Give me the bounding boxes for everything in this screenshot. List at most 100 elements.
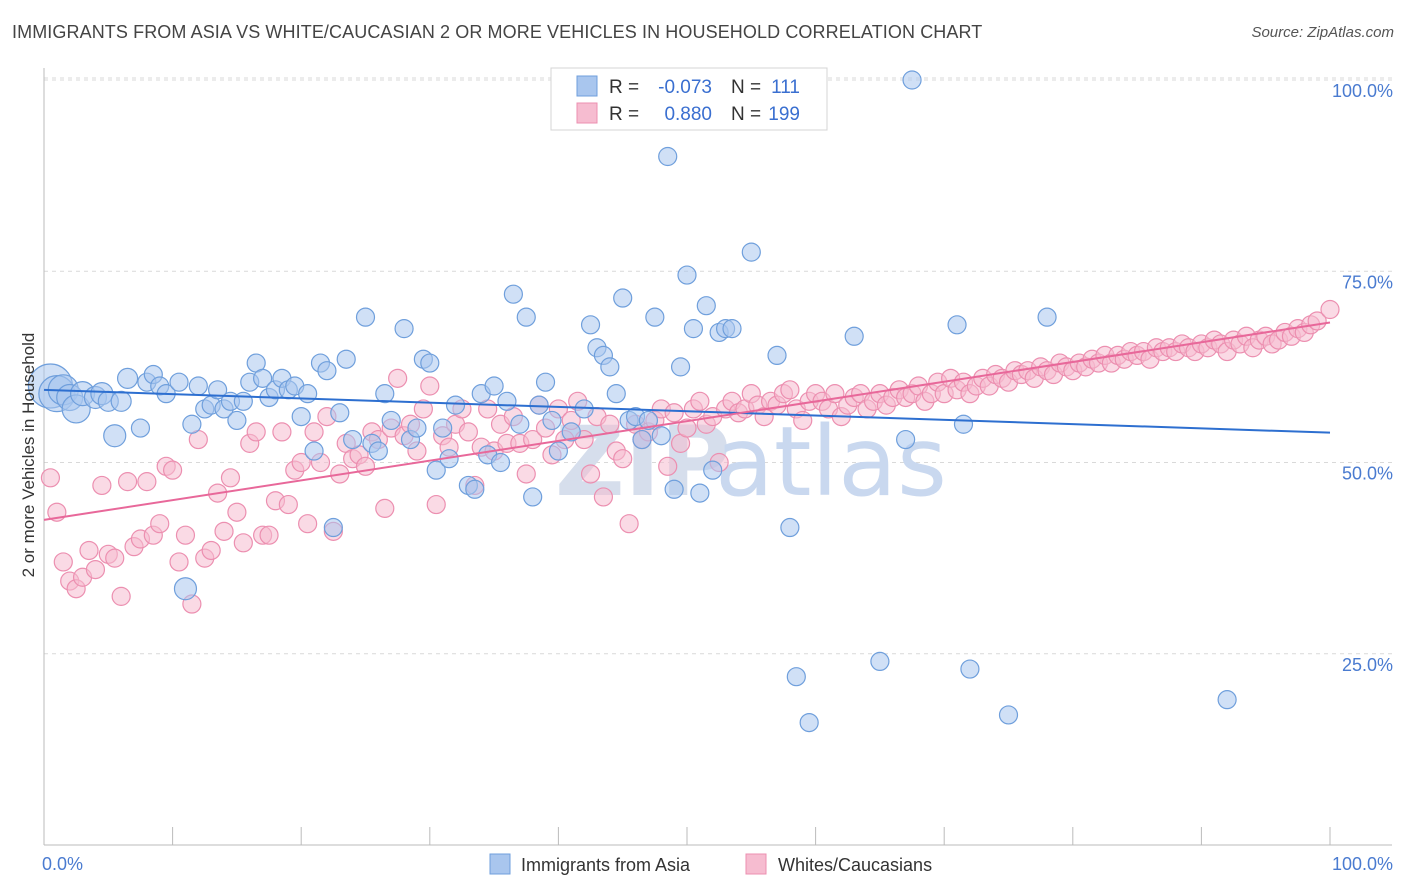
asia-point — [233, 391, 253, 411]
asia-point — [696, 296, 716, 316]
bottom-legend-swatch-blue — [489, 853, 511, 875]
asia-point — [497, 391, 517, 411]
asia-point — [336, 349, 356, 369]
white-point — [1320, 299, 1340, 320]
white-point — [272, 422, 292, 442]
asia-point — [960, 659, 980, 679]
asia-point — [902, 70, 922, 90]
asia-point — [870, 651, 890, 672]
white-point — [388, 368, 408, 388]
asia-point — [606, 384, 626, 404]
asia-point — [407, 418, 427, 438]
white-point — [150, 514, 170, 534]
y-tick-label: 75.0% — [1342, 272, 1393, 292]
asia-point — [503, 284, 523, 304]
white-point — [291, 452, 311, 473]
bottom-legend-label-pink: Whites/Caucasians — [778, 855, 932, 875]
white-point — [220, 468, 241, 488]
white-point — [79, 540, 99, 561]
y-tick-label: 100.0% — [1332, 81, 1393, 101]
white-point — [201, 540, 221, 561]
y-axis-title: 2 or more Vehicles in Household — [19, 333, 38, 578]
asia-point — [947, 315, 967, 335]
white-point — [246, 422, 266, 442]
asia-point — [953, 414, 974, 434]
asia-point — [510, 414, 530, 434]
asia-point — [355, 307, 376, 327]
white-point — [600, 414, 620, 434]
white-point — [420, 376, 440, 396]
asia-point — [173, 577, 198, 601]
white-point — [516, 464, 536, 484]
asia-point — [304, 441, 324, 461]
asia-point — [638, 410, 659, 431]
source-credit: Source: ZipAtlas.com — [1251, 24, 1394, 41]
asia-point — [445, 395, 466, 415]
asia-point — [896, 429, 916, 450]
legend-r-label-pink: R = — [609, 104, 639, 125]
trend-line-asia — [43, 388, 1331, 434]
y-tick-label: 25.0% — [1342, 655, 1393, 675]
gridlines — [44, 77, 1392, 655]
y-tick-label: 50.0% — [1342, 464, 1393, 484]
white-point — [53, 552, 73, 572]
legend-r-value-pink: 0.880 — [664, 104, 712, 125]
white-point — [664, 403, 684, 423]
white-point — [227, 502, 247, 522]
asia-point — [677, 265, 697, 285]
white-point — [658, 456, 678, 476]
axes — [43, 68, 1392, 846]
asia-point — [600, 357, 620, 377]
white-point — [259, 525, 279, 545]
white-point — [375, 498, 395, 518]
legend-r-label-blue: R = — [609, 77, 639, 98]
asia-point — [368, 441, 388, 461]
white-point — [105, 548, 125, 568]
asia-point — [683, 319, 704, 339]
white-point — [613, 449, 633, 469]
legend-n-label-blue: N = — [731, 77, 761, 98]
asia-point — [780, 517, 800, 538]
asia-point — [548, 441, 569, 461]
white-point — [426, 494, 446, 515]
asia-point — [103, 424, 127, 448]
legend-swatch-pink — [576, 102, 598, 124]
asia-point — [317, 361, 337, 381]
white-point — [278, 494, 298, 515]
asia-point — [670, 357, 691, 377]
asia-point — [542, 410, 562, 431]
asia-point — [298, 384, 318, 404]
white-point — [85, 559, 106, 580]
asia-point — [394, 319, 414, 339]
white-point — [458, 422, 478, 442]
series-legend: Immigrants from Asia Whites/Caucasians — [489, 853, 932, 875]
asia-point — [484, 376, 504, 396]
asia-point — [998, 705, 1019, 725]
asia-point — [741, 242, 761, 262]
white-point — [298, 514, 318, 534]
legend-n-value-blue: 111 — [771, 77, 800, 98]
x-tick-label-max: 100.0% — [1332, 854, 1393, 874]
legend-swatch-blue — [576, 75, 598, 97]
asia-point — [1217, 690, 1237, 710]
asia-point — [786, 667, 806, 687]
legend-r-value-blue: -0.073 — [658, 77, 712, 98]
asia-point — [208, 380, 228, 400]
asia-point — [1037, 307, 1057, 327]
asia-point — [253, 368, 273, 388]
white-point — [413, 399, 433, 419]
asia-point — [703, 460, 723, 480]
asia-point — [343, 429, 363, 450]
asia-point — [182, 414, 202, 434]
white-point — [117, 472, 138, 492]
asia-point — [375, 384, 395, 404]
asia-point — [110, 390, 132, 412]
asia-point — [658, 146, 678, 167]
asia-point — [490, 452, 511, 473]
asia-point — [169, 372, 189, 392]
trend-line-whites — [43, 321, 1331, 521]
asia-point — [420, 353, 440, 373]
asia-point — [645, 307, 665, 327]
white-point — [580, 464, 601, 484]
